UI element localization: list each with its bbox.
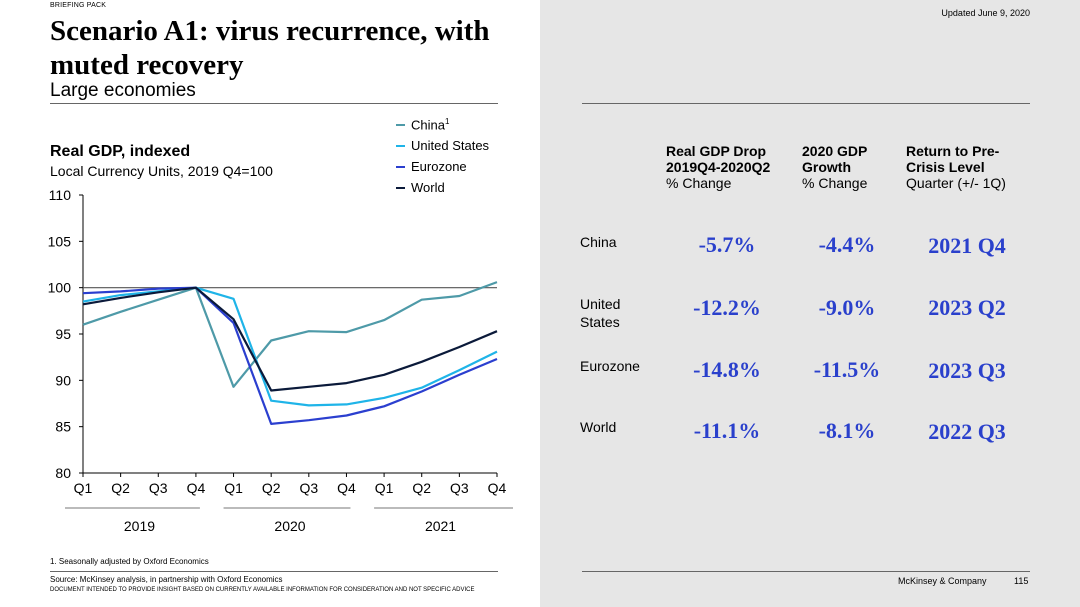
x-tick-label: Q3 [149, 480, 168, 496]
legend-label: United States [411, 138, 490, 153]
series-line-united-states [82, 286, 498, 407]
col-header-gdp-growth: 2020 GDP Growth % Change [802, 143, 867, 191]
footer-divider-right [582, 571, 1030, 572]
x-tick-label: Q3 [450, 480, 469, 496]
series-line-world [82, 286, 498, 392]
cell-return-quarter: 2022 Q3 [928, 419, 1006, 444]
cell-return-quarter: 2021 Q4 [928, 233, 1006, 258]
year-group-label: 2019 [124, 518, 155, 534]
legend-swatch [396, 165, 405, 168]
legend-item-eurozone: Eurozone [396, 156, 489, 177]
x-tick-label: Q2 [262, 480, 281, 496]
col-header-unit: % Change [666, 175, 732, 191]
briefing-label: BRIEFING PACK [50, 2, 107, 9]
page-title: Scenario A1: virus recurrence, with mute… [50, 15, 490, 81]
cell-gdp-growth: -4.4% [818, 232, 876, 257]
col-header-line: Real GDP Drop [666, 143, 767, 159]
cell-gdp-growth: -9.0% [818, 295, 876, 320]
series-line-china [82, 281, 498, 388]
footnote: 1. Seasonally adjusted by Oxford Economi… [50, 557, 209, 566]
legend-item-china: China1 [396, 114, 489, 135]
legend-item-united-states: United States [396, 135, 489, 156]
row-label-eurozone: Eurozone [580, 358, 640, 374]
left-panel: BRIEFING PACK Scenario A1: virus recurre… [47, 2, 513, 593]
x-tick-label: Q1 [375, 480, 394, 496]
row-label-world: World [580, 419, 617, 435]
y-tick-label: 110 [49, 187, 72, 203]
legend-swatch [396, 123, 405, 126]
y-tick-label: 105 [48, 233, 72, 249]
legend-item-world: World [396, 177, 489, 198]
col-header-return: Return to Pre- Crisis Level Quarter (+/-… [906, 143, 1006, 191]
chart-legend: China1 United States Eurozone World [396, 114, 489, 198]
year-group-label: 2020 [274, 518, 305, 534]
col-header-line: Return to Pre- [906, 143, 1000, 159]
legend-label: World [411, 180, 445, 195]
cell-return-quarter: 2023 Q3 [928, 358, 1006, 383]
page-number: 115 [1014, 576, 1029, 586]
x-tick-label: Q4 [187, 480, 206, 496]
x-tick-label: Q1 [224, 480, 243, 496]
row-label-united-states: United States [580, 296, 621, 330]
col-header-unit: % Change [802, 175, 868, 191]
cell-gdp-growth: -8.1% [818, 418, 876, 443]
source-note: Source: McKinsey analysis, in partnershi… [50, 575, 283, 584]
legend-label: Eurozone [411, 159, 467, 174]
x-tick-label: Q4 [337, 480, 356, 496]
cell-return-quarter: 2023 Q2 [928, 295, 1006, 320]
x-tick-label: Q3 [299, 480, 318, 496]
legend-swatch [396, 186, 405, 189]
cell-gdp-drop: -12.2% [693, 295, 761, 320]
col-header-line: 2019Q4-2020Q2 [666, 159, 771, 175]
col-header-line: 2020 GDP [802, 143, 868, 159]
col-header-line: Growth [802, 159, 851, 175]
y-tick-label: 100 [48, 280, 72, 296]
table-top-divider [582, 103, 1030, 104]
right-panel: Updated June 9, 2020 Real GDP Drop 2019Q… [540, 0, 1080, 607]
row-label-china: China [580, 234, 617, 250]
year-group-label: 2021 [425, 518, 456, 534]
cell-gdp-drop: -11.1% [693, 418, 761, 443]
series-line-eurozone [82, 286, 498, 425]
y-tick-label: 95 [55, 326, 71, 342]
cell-gdp-drop: -5.7% [698, 232, 756, 257]
disclaimer: DOCUMENT INTENDED TO PROVIDE INSIGHT BAS… [50, 587, 475, 593]
y-tick-label: 90 [55, 372, 71, 388]
x-tick-label: Q4 [488, 480, 507, 496]
col-header-line: Crisis Level [906, 159, 985, 175]
legend-label: China [411, 117, 445, 133]
legend-footnote-marker: 1 [444, 116, 450, 126]
x-tick-label: Q2 [111, 480, 130, 496]
title-divider [50, 103, 498, 104]
updated-date: Updated June 9, 2020 [941, 8, 1030, 18]
cell-gdp-drop: -14.8% [693, 357, 761, 382]
company-name: McKinsey & Company [898, 576, 987, 586]
y-tick-label: 80 [55, 465, 71, 481]
cell-gdp-growth: -11.5% [813, 357, 881, 382]
legend-swatch [396, 144, 405, 147]
y-tick-label: 85 [55, 419, 71, 435]
col-header-gdp-drop: Real GDP Drop 2019Q4-2020Q2 % Change [666, 143, 770, 191]
page-subtitle: Large economies [50, 80, 196, 101]
x-tick-label: Q2 [412, 480, 431, 496]
gdp-line-chart: 80 85 90 95 100 105 110 Q1 Q2 Q3 Q4 Q1 Q2 Q3 Q4 Q1 Q2 Q3 Q… [48, 187, 513, 534]
x-tick-label: Q1 [74, 480, 93, 496]
chart-title: Real GDP, indexed [50, 143, 191, 160]
chart-subtitle: Local Currency Units, 2019 Q4=100 [50, 163, 273, 179]
col-header-unit: Quarter (+/- 1Q) [906, 175, 1006, 191]
footer-divider [50, 571, 498, 572]
